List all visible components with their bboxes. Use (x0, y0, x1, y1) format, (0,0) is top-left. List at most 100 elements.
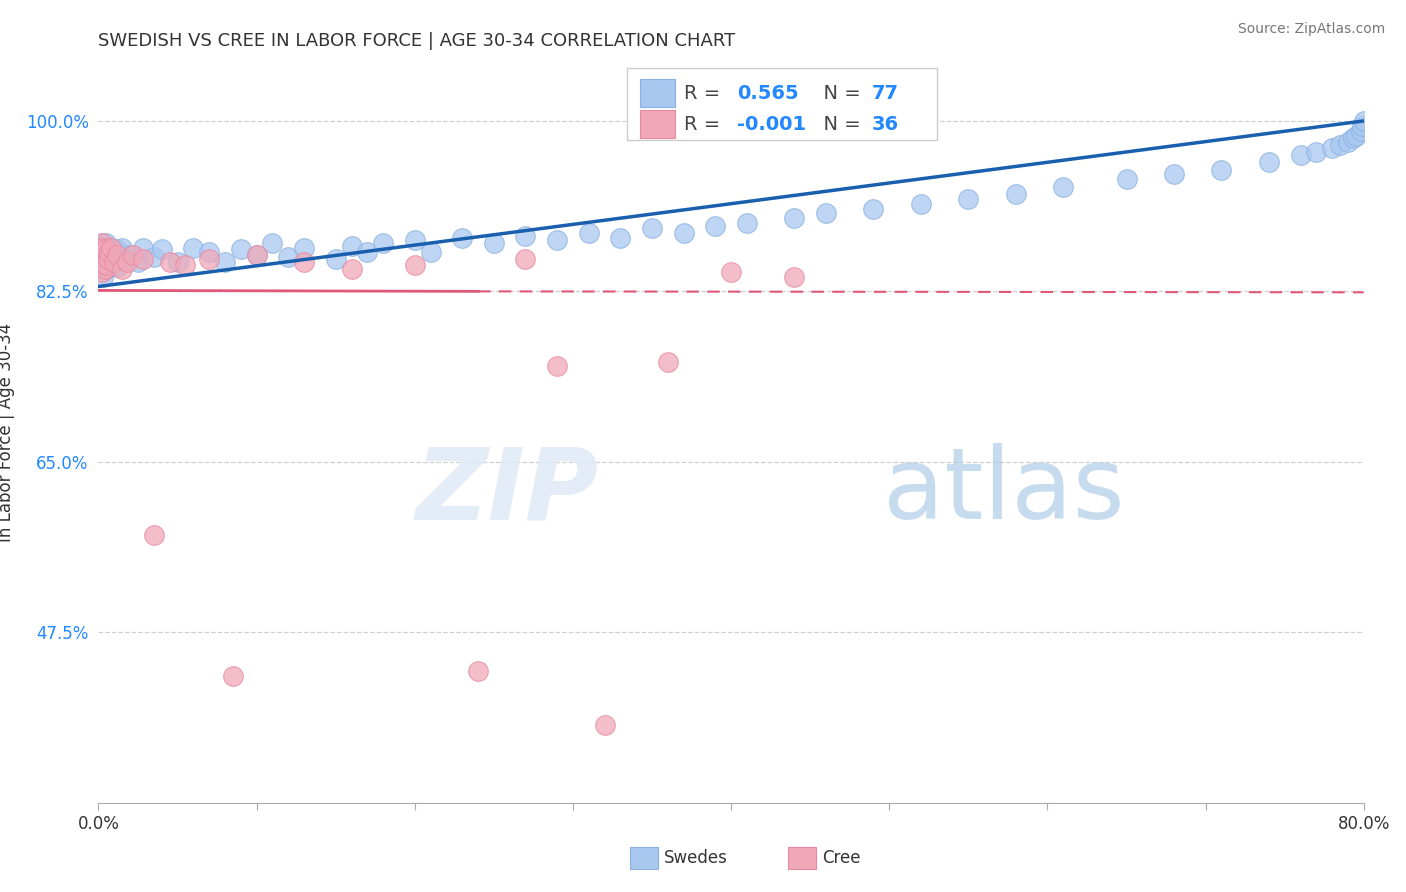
Text: -0.001: -0.001 (737, 115, 807, 134)
Point (814, 206, 837, 220)
Point (91, 240, 114, 255)
Text: N =: N = (811, 84, 868, 103)
Point (246, 248, 269, 262)
Point (100, 240, 122, 255)
Point (246, 248, 269, 262)
Point (159, 255, 181, 269)
Point (593, 718, 616, 732)
Point (340, 238, 363, 252)
Text: Swedes: Swedes (664, 849, 728, 867)
Point (89, 255, 111, 269)
Point (1211, 162, 1233, 177)
Point (97, 240, 120, 255)
Point (222, 669, 245, 683)
Point (97, 252, 120, 267)
Point (89, 240, 111, 255)
Point (657, 355, 679, 369)
Point (90, 250, 112, 264)
Text: N =: N = (811, 115, 868, 134)
Text: 36: 36 (872, 115, 898, 134)
Point (451, 231, 474, 245)
Point (96, 262, 118, 277)
Point (1344, 128, 1367, 143)
Point (720, 265, 742, 279)
Point (1052, 180, 1074, 194)
Point (103, 255, 125, 269)
Point (910, 196, 932, 211)
Point (183, 240, 205, 255)
Point (96, 235, 118, 250)
Point (93, 262, 117, 277)
Text: SWEDISH VS CREE IN LABOR FORCE | AGE 30-34 CORRELATION CHART: SWEDISH VS CREE IN LABOR FORCE | AGE 30-… (98, 32, 735, 50)
Point (90, 235, 112, 250)
Point (93, 260, 117, 274)
Point (214, 255, 236, 269)
Point (93, 245, 117, 260)
Point (90, 265, 112, 279)
Point (957, 192, 980, 206)
Point (111, 240, 134, 255)
FancyBboxPatch shape (640, 79, 675, 107)
Text: R =: R = (685, 84, 727, 103)
Point (90, 260, 112, 274)
Point (122, 248, 145, 262)
Point (108, 245, 131, 260)
Point (1350, 123, 1372, 137)
Point (91, 255, 114, 269)
Point (96, 258, 118, 272)
Point (104, 243, 127, 257)
Point (1353, 114, 1375, 128)
Point (98, 245, 121, 260)
Point (127, 255, 149, 269)
Point (1163, 168, 1185, 182)
Point (515, 252, 537, 267)
Point (96, 243, 118, 257)
Point (97, 255, 120, 269)
Text: 77: 77 (872, 84, 898, 103)
Text: Source: ZipAtlas.com: Source: ZipAtlas.com (1237, 22, 1385, 37)
Point (107, 260, 129, 274)
Point (609, 231, 631, 245)
Point (91, 255, 114, 269)
Point (404, 258, 426, 272)
Point (340, 262, 363, 277)
Point (111, 262, 134, 277)
Point (132, 252, 155, 267)
Text: ZIP: ZIP (415, 443, 599, 541)
Point (546, 233, 568, 247)
Point (262, 235, 284, 250)
Point (467, 665, 489, 679)
Point (404, 233, 426, 247)
Point (174, 258, 197, 272)
Point (101, 248, 124, 262)
Point (292, 255, 315, 269)
Point (292, 240, 315, 255)
Point (89, 255, 111, 269)
Point (90, 250, 112, 264)
Point (142, 250, 165, 264)
Point (1337, 136, 1360, 150)
Point (1351, 119, 1374, 133)
FancyBboxPatch shape (640, 110, 675, 138)
Point (672, 226, 695, 240)
Point (107, 248, 129, 262)
Point (277, 250, 299, 264)
Text: R =: R = (685, 115, 727, 134)
Point (325, 252, 347, 267)
FancyBboxPatch shape (789, 847, 815, 870)
Point (735, 216, 758, 230)
Point (90, 235, 112, 250)
Point (862, 202, 884, 216)
Point (166, 255, 188, 269)
Point (100, 252, 122, 267)
Point (89, 240, 111, 255)
Point (103, 255, 125, 269)
Point (356, 245, 378, 260)
Point (229, 243, 252, 257)
Point (371, 235, 394, 250)
Point (115, 255, 138, 269)
Point (89, 245, 111, 260)
Text: atlas: atlas (883, 443, 1125, 541)
Point (1305, 145, 1327, 159)
Point (1289, 148, 1312, 162)
